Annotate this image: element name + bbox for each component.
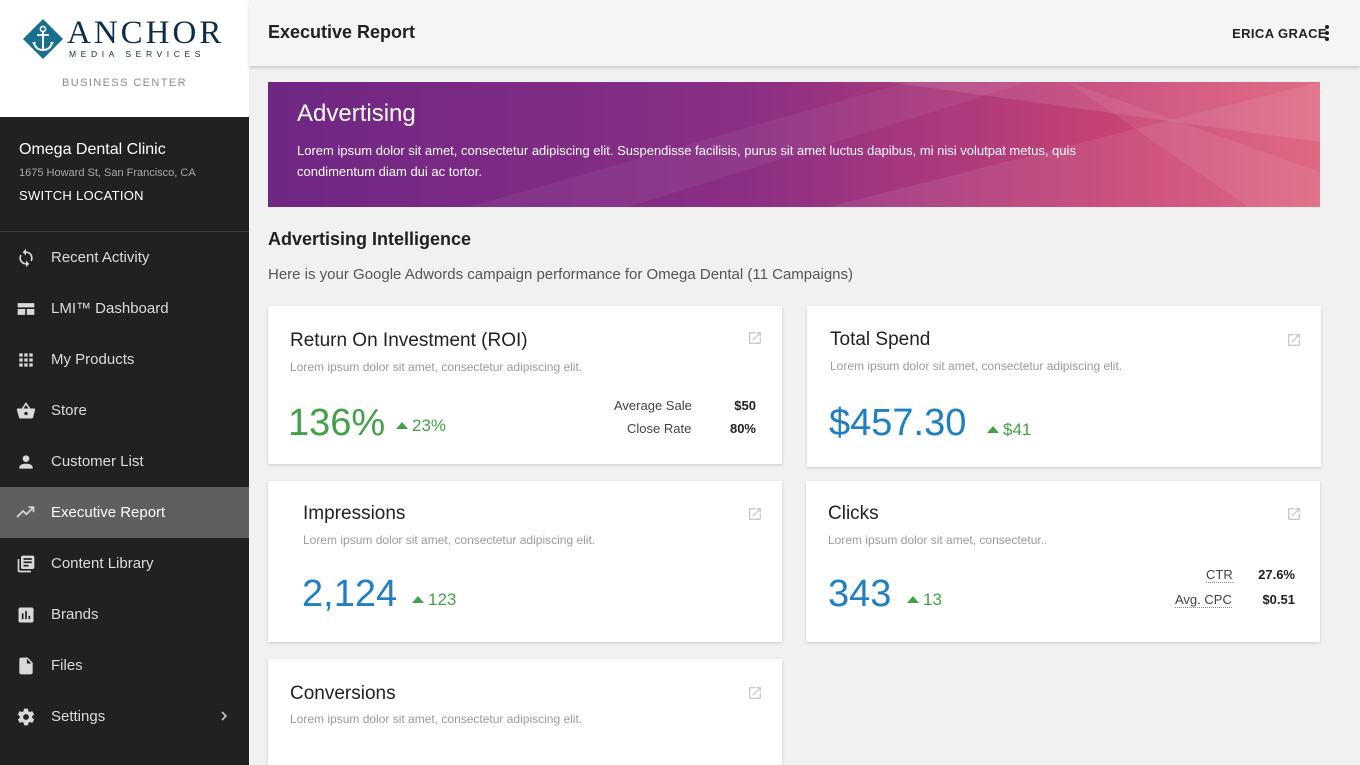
stat-value: 80% xyxy=(729,421,756,436)
location-name: Omega Dental Clinic xyxy=(19,141,166,158)
sidebar-item-my-products[interactable]: My Products xyxy=(0,334,249,385)
sidebar-item-recent-activity[interactable]: Recent Activity xyxy=(0,232,249,283)
sidebar-item-brands[interactable]: Brands xyxy=(0,589,249,640)
page-title: Executive Report xyxy=(268,22,416,42)
banner-description: Lorem ipsum dolor sit amet, consectetur … xyxy=(297,143,1076,179)
roi-card: Return On Investment (ROI) Lorem ipsum d… xyxy=(268,306,782,464)
stat-value: $50 xyxy=(734,398,756,413)
sidebar-item-label: Recent Activity xyxy=(51,249,150,266)
library-icon xyxy=(16,554,36,574)
file-icon xyxy=(16,656,36,676)
stat-label: Average Sale xyxy=(614,398,692,413)
stat-label: Close Rate xyxy=(627,421,692,436)
total-spend-card: Total Spend Lorem ipsum dolor sit amet, … xyxy=(807,306,1321,467)
roi-delta: 23% xyxy=(396,416,446,436)
impressions-value: 2,124 xyxy=(302,573,398,615)
location-address: 1675 Howard St, San Francisco, CA xyxy=(19,167,196,179)
sidebar-item-label: My Products xyxy=(51,351,135,368)
more-vert-icon[interactable] xyxy=(1324,24,1330,42)
impressions-card: Impressions Lorem ipsum dolor sit amet, … xyxy=(268,481,782,642)
open-external-icon[interactable] xyxy=(747,685,763,701)
sidebar-nav: Recent Activity LMI™ Dashboard My Produc… xyxy=(0,232,249,742)
stat-average-sale: Average Sale $50 xyxy=(614,398,756,413)
top-bar: Executive Report ERICA GRACE xyxy=(249,0,1360,66)
person-icon xyxy=(16,452,36,472)
sidebar-item-label: LMI™ Dashboard xyxy=(51,300,169,317)
stat-value: $0.51 xyxy=(1262,592,1295,607)
refresh-icon xyxy=(16,248,36,268)
card-description: Lorem ipsum dolor sit amet, consectetur … xyxy=(290,360,583,374)
banner-decoration xyxy=(468,82,1320,207)
sidebar-item-content-library[interactable]: Content Library xyxy=(0,538,249,589)
sidebar-item-customer-list[interactable]: Customer List xyxy=(0,436,249,487)
user-menu[interactable]: ERICA GRACE xyxy=(1232,26,1327,41)
brand-subtitle: MEDIA SERVICES xyxy=(69,49,206,59)
chevron-right-icon xyxy=(215,707,233,725)
sidebar-item-label: Settings xyxy=(51,708,106,725)
up-arrow-icon xyxy=(396,422,408,429)
sidebar-item-label: Files xyxy=(51,657,83,674)
stat-label: Avg. CPC xyxy=(1175,592,1232,608)
open-external-icon[interactable] xyxy=(747,506,763,522)
grid-icon xyxy=(16,350,36,370)
sidebar-item-label: Store xyxy=(51,402,87,419)
banner-title: Advertising xyxy=(297,100,416,127)
sidebar-item-label: Customer List xyxy=(51,453,144,470)
open-external-icon[interactable] xyxy=(1286,506,1302,522)
clicks-card: Clicks Lorem ipsum dolor sit amet, conse… xyxy=(806,481,1320,642)
total-spend-delta: $41 xyxy=(987,420,1031,440)
sidebar-item-label: Brands xyxy=(51,606,99,623)
card-description: Lorem ipsum dolor sit amet, consectetur … xyxy=(290,712,583,726)
sidebar-item-label: Executive Report xyxy=(51,504,166,521)
roi-value: 136% xyxy=(288,402,386,444)
brand-header: ANCHOR MEDIA SERVICES BUSINESS CENTER xyxy=(0,0,249,117)
stat-value: 27.6% xyxy=(1258,567,1295,582)
gear-icon xyxy=(16,707,36,727)
sidebar-item-label: Content Library xyxy=(51,555,154,572)
sidebar-item-store[interactable]: Store xyxy=(0,385,249,436)
total-spend-value: $457.30 xyxy=(829,402,967,444)
card-title: Impressions xyxy=(303,503,406,524)
open-external-icon[interactable] xyxy=(1286,332,1302,348)
stat-label: CTR xyxy=(1206,567,1233,583)
sidebar: ANCHOR MEDIA SERVICES BUSINESS CENTER Om… xyxy=(0,0,249,765)
clicks-value: 343 xyxy=(828,573,892,615)
card-title: Total Spend xyxy=(830,329,931,350)
switch-location-link[interactable]: SWITCH LOCATION xyxy=(19,188,144,203)
basket-icon xyxy=(16,401,36,421)
section-title: Advertising Intelligence xyxy=(268,229,472,249)
open-external-icon[interactable] xyxy=(747,330,763,346)
stat-avg-cpc: Avg. CPC $0.51 xyxy=(1175,592,1295,608)
sidebar-item-files[interactable]: Files xyxy=(0,640,249,691)
impressions-delta: 123 xyxy=(412,590,456,610)
business-center-label: BUSINESS CENTER xyxy=(62,77,187,89)
clicks-delta: 13 xyxy=(907,590,942,610)
card-title: Return On Investment (ROI) xyxy=(290,330,528,351)
up-arrow-icon xyxy=(907,596,919,603)
stat-ctr: CTR 27.6% xyxy=(1206,567,1295,583)
card-title: Conversions xyxy=(290,683,396,704)
anchor-logo-icon xyxy=(23,19,63,59)
sidebar-item-executive-report[interactable]: Executive Report xyxy=(0,487,249,538)
brand-name: ANCHOR xyxy=(67,15,225,51)
conversions-card: Conversions Lorem ipsum dolor sit amet, … xyxy=(268,659,782,765)
advertising-banner: Advertising Lorem ipsum dolor sit amet, … xyxy=(268,82,1320,207)
bar-chart-icon xyxy=(16,605,36,625)
trending-icon xyxy=(16,503,36,523)
card-title: Clicks xyxy=(828,503,879,524)
section-subtitle: Here is your Google Adwords campaign per… xyxy=(268,266,853,283)
dashboard-icon xyxy=(16,299,36,319)
card-description: Lorem ipsum dolor sit amet, consectetur … xyxy=(303,533,596,547)
card-description: Lorem ipsum dolor sit amet, consectetur … xyxy=(830,359,1123,373)
location-panel: Omega Dental Clinic 1675 Howard St, San … xyxy=(0,117,249,232)
sidebar-item-settings[interactable]: Settings xyxy=(0,691,249,742)
stat-close-rate: Close Rate 80% xyxy=(627,421,756,436)
sidebar-item-lmi-dashboard[interactable]: LMI™ Dashboard xyxy=(0,283,249,334)
up-arrow-icon xyxy=(987,426,999,433)
up-arrow-icon xyxy=(412,596,424,603)
card-description: Lorem ipsum dolor sit amet, consectetur.… xyxy=(828,533,1048,547)
